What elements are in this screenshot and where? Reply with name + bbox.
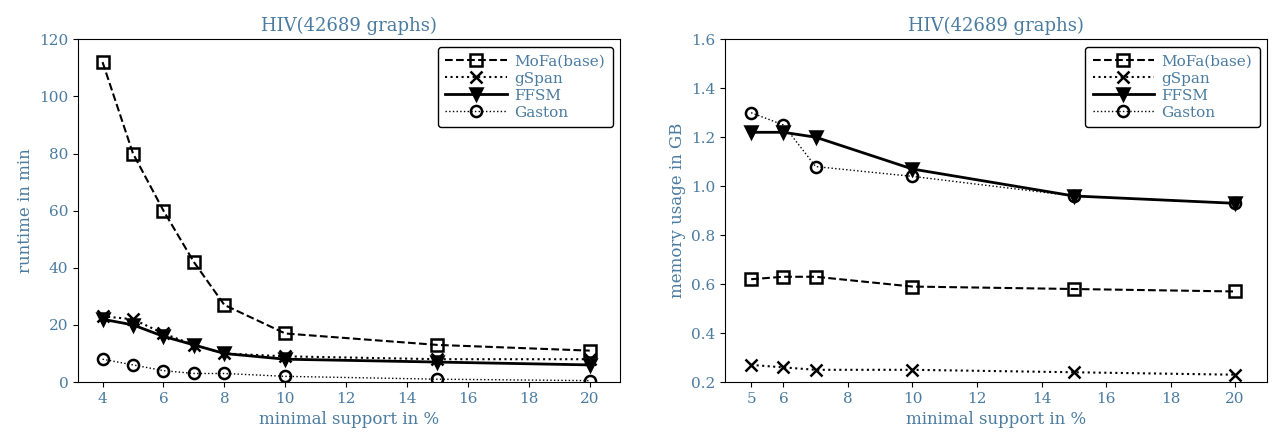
Gaston	[905, 174, 921, 179]
gSpan	[430, 356, 446, 362]
Gaston	[1066, 193, 1081, 198]
Gaston	[277, 374, 293, 379]
FFSM	[430, 360, 446, 365]
Gaston	[155, 368, 171, 373]
MoFa(base)	[186, 259, 202, 265]
Gaston	[186, 371, 202, 376]
Y-axis label: memory usage in GB: memory usage in GB	[669, 123, 686, 298]
Y-axis label: runtime in min: runtime in min	[17, 148, 33, 273]
FFSM	[808, 134, 823, 140]
FFSM	[776, 129, 791, 135]
Line: gSpan: gSpan	[746, 360, 1240, 380]
Gaston	[808, 164, 823, 169]
Gaston	[126, 362, 141, 368]
Line: Gaston: Gaston	[746, 107, 1240, 209]
Line: FFSM: FFSM	[746, 127, 1240, 209]
gSpan	[155, 331, 171, 336]
FFSM	[1066, 193, 1081, 198]
FFSM	[1228, 201, 1243, 206]
Gaston	[582, 378, 597, 383]
X-axis label: minimal support in %: minimal support in %	[259, 411, 439, 429]
gSpan	[186, 342, 202, 348]
MoFa(base)	[905, 284, 921, 289]
gSpan	[1066, 370, 1081, 375]
Legend: MoFa(base), gSpan, FFSM, Gaston: MoFa(base), gSpan, FFSM, Gaston	[438, 47, 612, 127]
FFSM	[95, 316, 110, 322]
MoFa(base)	[155, 208, 171, 213]
gSpan	[277, 354, 293, 359]
MoFa(base)	[277, 331, 293, 336]
Gaston	[776, 122, 791, 128]
Legend: MoFa(base), gSpan, FFSM, Gaston: MoFa(base), gSpan, FFSM, Gaston	[1085, 47, 1260, 127]
Line: MoFa(base): MoFa(base)	[98, 57, 596, 356]
gSpan	[95, 314, 110, 319]
Line: Gaston: Gaston	[98, 354, 596, 386]
gSpan	[126, 316, 141, 322]
MoFa(base)	[126, 151, 141, 156]
MoFa(base)	[743, 276, 759, 282]
Title: HIV(42689 graphs): HIV(42689 graphs)	[908, 16, 1084, 35]
FFSM	[277, 356, 293, 362]
Gaston	[217, 371, 232, 376]
gSpan	[808, 367, 823, 372]
FFSM	[905, 166, 921, 172]
gSpan	[905, 367, 921, 372]
Line: gSpan: gSpan	[98, 311, 596, 365]
MoFa(base)	[582, 348, 597, 353]
FFSM	[217, 351, 232, 356]
Gaston	[1228, 201, 1243, 206]
gSpan	[743, 362, 759, 368]
MoFa(base)	[808, 274, 823, 279]
Title: HIV(42689 graphs): HIV(42689 graphs)	[261, 16, 437, 35]
Gaston	[95, 356, 110, 362]
Line: FFSM: FFSM	[98, 314, 596, 371]
Gaston	[430, 376, 446, 382]
MoFa(base)	[1066, 286, 1081, 291]
gSpan	[217, 351, 232, 356]
MoFa(base)	[1228, 289, 1243, 294]
MoFa(base)	[95, 60, 110, 65]
FFSM	[186, 342, 202, 348]
FFSM	[582, 362, 597, 368]
FFSM	[743, 129, 759, 135]
Line: MoFa(base): MoFa(base)	[746, 271, 1240, 297]
FFSM	[126, 322, 141, 328]
FFSM	[155, 334, 171, 339]
gSpan	[1228, 372, 1243, 377]
MoFa(base)	[430, 342, 446, 348]
gSpan	[776, 365, 791, 370]
Gaston	[743, 110, 759, 115]
gSpan	[582, 356, 597, 362]
X-axis label: minimal support in %: minimal support in %	[907, 411, 1086, 429]
MoFa(base)	[776, 274, 791, 279]
MoFa(base)	[217, 302, 232, 307]
